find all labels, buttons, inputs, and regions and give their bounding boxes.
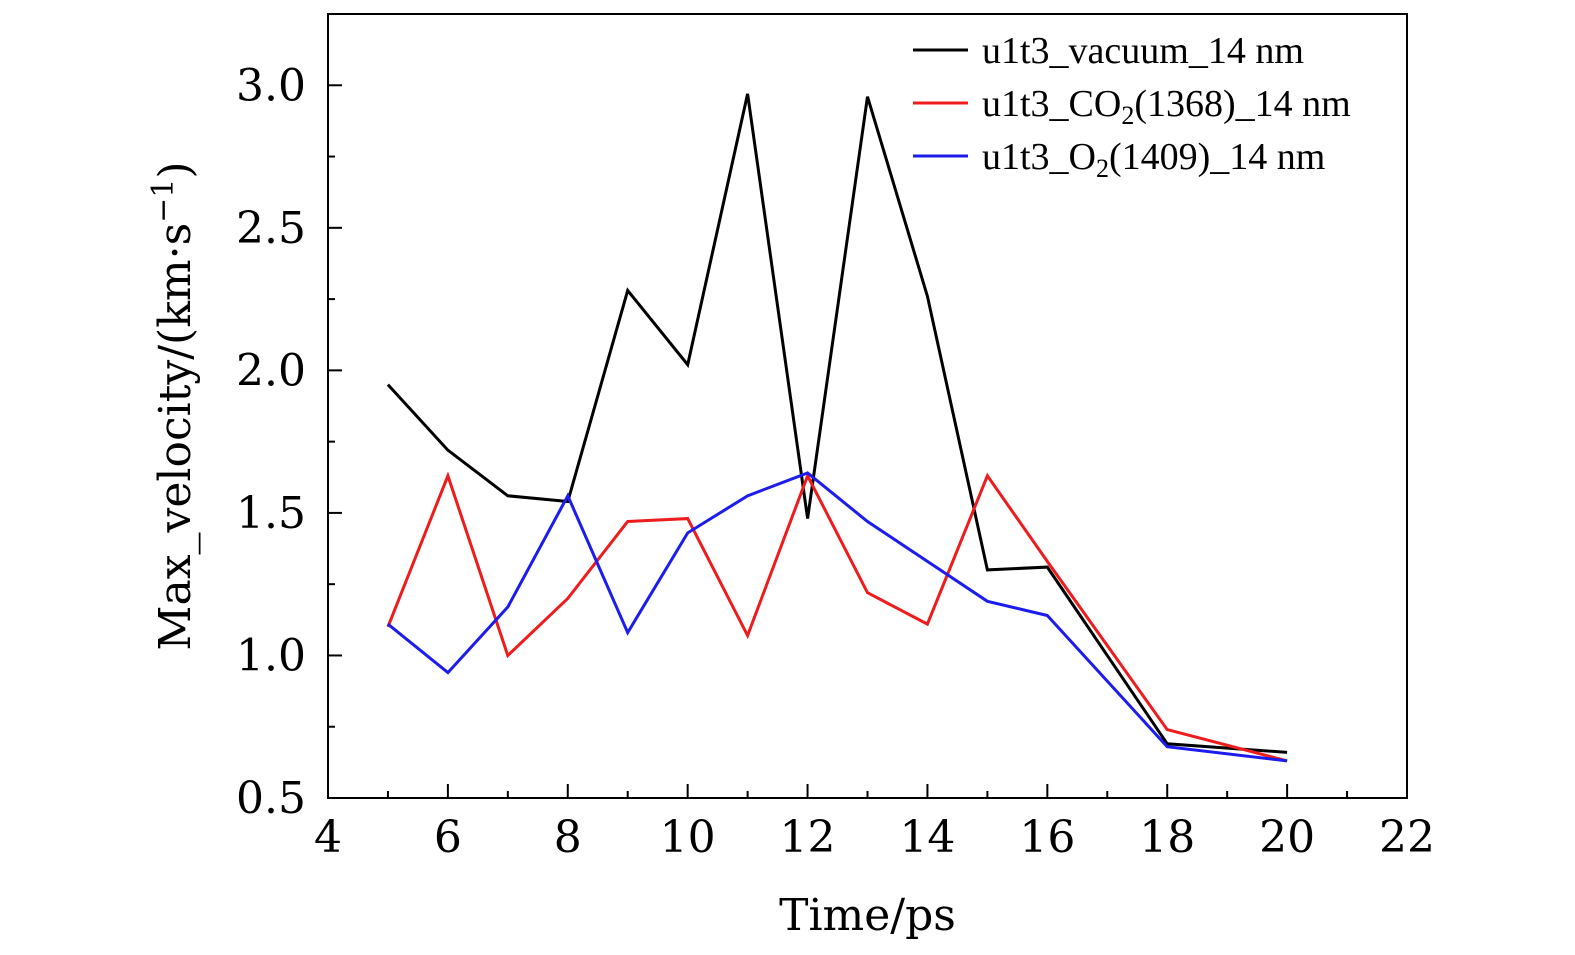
x-tick-label: 10	[660, 812, 716, 863]
y-axis-title-exponent: −1	[146, 179, 181, 223]
x-tick-label: 8	[554, 812, 582, 863]
series-line	[386, 471, 1288, 763]
y-axis-title: Max_velocity/(km·s−1)	[146, 161, 202, 650]
x-tick-label: 12	[780, 812, 836, 863]
y-tick-label: 2.5	[236, 203, 306, 254]
y-tick-label: 1.5	[236, 488, 306, 539]
plot-lines	[386, 93, 1288, 763]
axis-ticks: 4 6 8 10 12 14 16 18 20 22 0.5 1.0 1.5 2.0 2.5 3.0	[236, 13, 1435, 863]
series-line	[386, 471, 1288, 763]
legend-label: u1t3_vacuum_14 nm	[982, 30, 1304, 72]
y-axis-title-main: Max_velocity/(km·s	[150, 223, 201, 651]
x-tick-label: 14	[899, 812, 955, 863]
x-tick-label: 20	[1259, 812, 1315, 863]
legend-label: u1t3_O2(1409)_14 nm	[982, 136, 1325, 183]
y-tick-label: 2.0	[236, 345, 306, 396]
x-axis-title: Time/ps	[779, 890, 956, 941]
series-line	[386, 93, 1288, 754]
x-tick-label: 6	[434, 812, 462, 863]
y-tick-label: 1.0	[236, 630, 306, 681]
y-tick-label: 3.0	[236, 60, 306, 111]
x-tick-label: 4	[314, 812, 342, 863]
y-tick-label: 0.5	[236, 773, 306, 824]
plot-frame	[327, 13, 1408, 799]
x-tick-label: 16	[1019, 812, 1075, 863]
legend: u1t3_vacuum_14 nm u1t3_CO2(1368)_14 nm u1t…	[913, 30, 1351, 183]
x-tick-label: 22	[1379, 812, 1435, 863]
y-axis-title-end: )	[150, 161, 201, 178]
x-tick-label: 18	[1139, 812, 1195, 863]
legend-label: u1t3_CO2(1368)_14 nm	[982, 83, 1351, 130]
